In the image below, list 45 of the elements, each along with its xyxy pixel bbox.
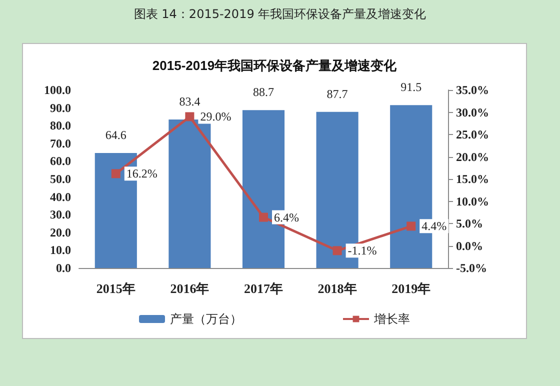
data-label: -1.1% [348, 244, 377, 258]
y-tick-label: 50.0 [50, 172, 71, 186]
data-label: 87.7 [326, 86, 348, 101]
y-tick-label: 80.0 [50, 118, 71, 133]
y-tick-label: 70.0 [50, 136, 71, 150]
y2-tick-label: 5.0% [456, 216, 483, 230]
point [185, 112, 194, 122]
data-label: 64.6 [105, 128, 126, 142]
y2-tick-label: 0.0% [456, 238, 483, 253]
point [111, 169, 120, 178]
x-tick-label: 2017年 [244, 281, 283, 296]
x-tick-label: 2015年 [96, 281, 136, 296]
data-label: 16.2% [126, 166, 158, 181]
y2-tick-label: 20.0% [456, 150, 489, 164]
point [332, 246, 342, 256]
x-tick-label: 2016年 [170, 281, 210, 296]
y2-tick-label: -5.0% [456, 261, 487, 275]
data-label: 83.4 [179, 94, 200, 109]
y-tick-label: 90.0 [50, 100, 71, 115]
y-tick-label: 0.0 [56, 261, 71, 275]
data-label: 88.7 [253, 85, 274, 100]
y-tick-label: 40.0 [50, 190, 71, 204]
y2-tick-label: 15.0% [456, 172, 489, 186]
legend-label: 产量（万台） [170, 312, 242, 326]
y2-tick-label: 30.0% [456, 105, 489, 120]
y-tick-label: 60.0 [50, 154, 71, 168]
y-tick-label: 20.0 [50, 225, 71, 240]
data-label: 91.5 [400, 80, 422, 94]
data-label: 4.4% [422, 219, 447, 234]
bar [168, 120, 211, 268]
point [406, 222, 416, 231]
chart-title: 2015-2019年我国环保设备产量及增速变化 [152, 58, 398, 73]
y-tick-label: 30.0 [50, 208, 71, 222]
point [259, 212, 268, 222]
text: 图表 14：2015-2019 年我国环保设备产量及增速变化 [132, 6, 428, 23]
y2-tick-label: 10.0% [456, 194, 489, 208]
data-label: 6.4% [274, 210, 299, 224]
y2-tick-label: 25.0% [456, 128, 489, 142]
y-tick-label: 100.0 [44, 83, 71, 97]
legend-label: 增长率 [373, 312, 410, 326]
x-tick-label: 2019年 [392, 281, 431, 296]
data-label: 29.0% [200, 110, 232, 124]
x-tick-label: 2018年 [318, 281, 357, 296]
y2-tick-label: 35.0% [456, 83, 489, 97]
y-tick-label: 10.0 [50, 243, 71, 258]
